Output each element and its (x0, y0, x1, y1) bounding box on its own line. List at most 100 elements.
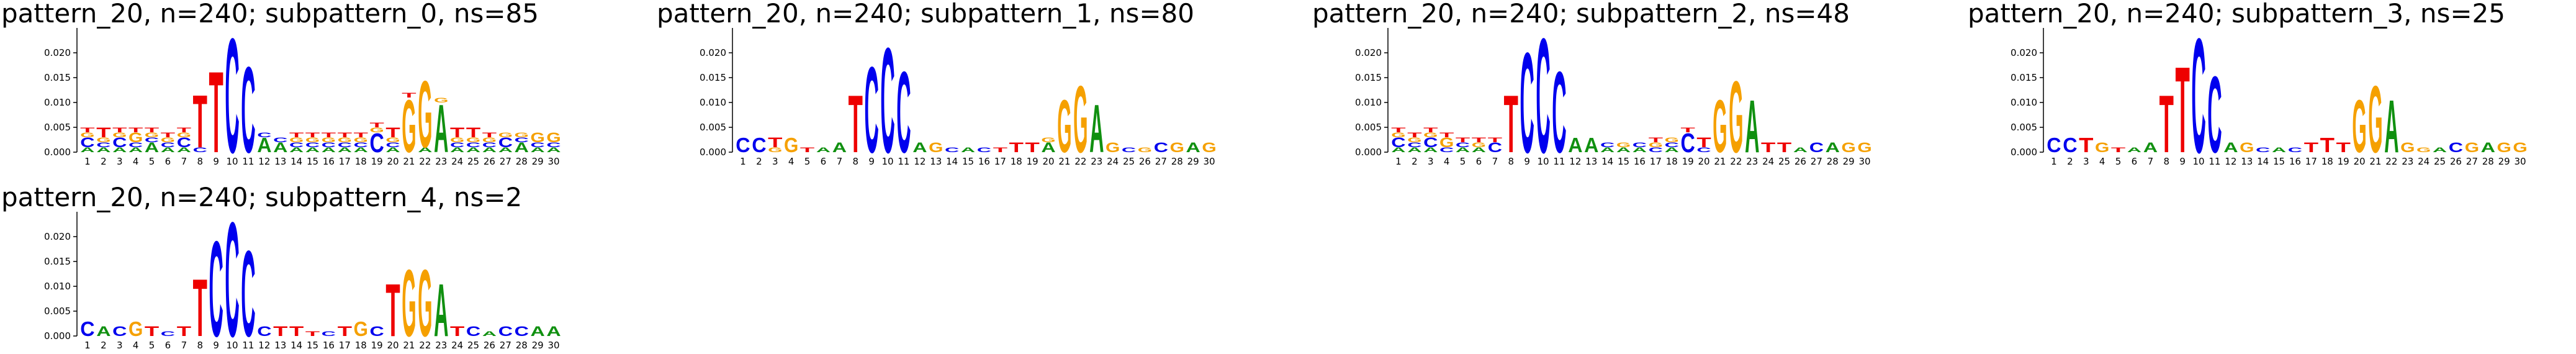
x-tick-label: 11 (242, 340, 254, 351)
logo-letter: C (80, 135, 94, 150)
x-tick-label: 21 (1058, 156, 1070, 167)
logo-letter: G (1439, 135, 1454, 150)
x-tick-label: 12 (1569, 156, 1581, 167)
x-tick-label: 21 (1714, 156, 1726, 167)
x-tick-label: 28 (2482, 156, 2494, 167)
logo-panel: pattern_20, n=240; subpattern_3, ns=25 0.… (1968, 0, 2528, 187)
logo-letter: A (1745, 84, 1759, 168)
logo-letter: A (482, 330, 497, 337)
logo-letter: T (2159, 79, 2174, 170)
x-tick-label: 2 (1412, 156, 1418, 167)
logo-letter: A (434, 91, 448, 167)
y-tick-label: 0.005 (2011, 122, 2037, 133)
logo-letter: T (1649, 136, 1664, 143)
logo-letter: C (2256, 146, 2270, 153)
x-tick-label: 11 (2209, 156, 2220, 167)
logo-letter: C (482, 141, 497, 148)
logo-letter: G (402, 84, 416, 168)
x-tick-label: 15 (307, 340, 318, 351)
logo-letter: G (2368, 65, 2382, 173)
x-tick-label: 28 (1827, 156, 1839, 167)
logo-letter: A (96, 324, 110, 339)
logo-letter: A (832, 140, 847, 155)
logo-letter: A (450, 146, 464, 153)
logo-letter: C (1391, 135, 1405, 150)
x-tick-label: 22 (1074, 156, 1086, 167)
x-tick-label: 4 (133, 340, 139, 351)
logo-letter: G (418, 60, 432, 168)
x-tick-label: 6 (165, 340, 171, 351)
logo-letter: C (736, 134, 750, 157)
logo-letter: G (385, 136, 400, 143)
y-tick-label: 0.010 (700, 97, 726, 108)
logo-letter: C (354, 141, 368, 148)
logo-letter: C (1633, 141, 1647, 148)
logo-letter: G (515, 131, 529, 138)
x-tick-label: 22 (419, 340, 431, 351)
logo-letter: T (1391, 126, 1406, 134)
logo-letter: G (322, 136, 336, 143)
y-tick-label: 0.015 (2011, 72, 2037, 83)
logo-letter: C (161, 330, 175, 337)
logo-letter: G (354, 136, 368, 143)
x-tick-label: 17 (2305, 156, 2317, 167)
logo-letter: T (338, 324, 352, 339)
y-tick-label: 0.005 (44, 122, 71, 133)
logo-letter: G (369, 126, 384, 134)
logo-letter: A (2143, 140, 2158, 155)
logo-letter: A (1584, 134, 1598, 157)
logo-letter: C (2207, 53, 2222, 175)
logo-letter: T (2304, 140, 2318, 155)
logo-letter: T (482, 131, 497, 138)
y-tick-label: 0.005 (44, 306, 71, 317)
logo-letter: G (1423, 131, 1438, 138)
x-tick-label: 24 (2418, 156, 2430, 167)
logo-letter: T (161, 131, 176, 138)
x-tick-label: 25 (467, 156, 479, 167)
x-tick-label: 28 (516, 340, 528, 351)
y-tick-label: 0.020 (700, 47, 726, 58)
logo-letter: G (161, 136, 175, 143)
y-tick-label: 0.010 (1355, 97, 1382, 108)
logo-letter: C (1407, 141, 1421, 148)
logo-letter: T (450, 324, 464, 339)
x-tick-label: 16 (1634, 156, 1646, 167)
logo-letter: A (1600, 146, 1615, 153)
x-tick-label: 25 (1123, 156, 1135, 167)
y-tick-label: 0.015 (44, 256, 71, 267)
logo-letter: G (1391, 131, 1405, 138)
x-tick-label: 7 (1492, 156, 1498, 167)
logo-letter: C (498, 135, 513, 150)
x-tick-label: 1 (740, 156, 746, 167)
logo-letter: C (1536, 4, 1550, 187)
logo-letter: T (1423, 126, 1438, 134)
logo-letter: T (1488, 136, 1503, 143)
x-tick-label: 11 (1553, 156, 1565, 167)
x-tick-label: 29 (532, 340, 544, 351)
logo-letter: G (2352, 84, 2366, 168)
x-tick-label: 15 (1618, 156, 1629, 167)
x-tick-label: 23 (2402, 156, 2413, 167)
logo-letter: G (1665, 136, 1679, 143)
x-tick-label: 18 (1666, 156, 1678, 167)
logo-letter: C (977, 146, 991, 153)
logo-letter: T (800, 146, 815, 153)
x-tick-label: 23 (1746, 156, 1758, 167)
logo-letter: G (784, 134, 798, 157)
x-tick-label: 28 (516, 156, 528, 167)
logo-letter: C (225, 4, 239, 187)
logo-letter: G (768, 146, 782, 153)
logo-panel: pattern_20, n=240; subpattern_4, ns=2 0.0… (1, 182, 561, 354)
logo-letter: G (466, 136, 480, 143)
x-tick-label: 8 (2163, 156, 2169, 167)
x-tick-label: 3 (117, 340, 123, 351)
x-tick-label: 27 (2466, 156, 2478, 167)
x-tick-label: 19 (2338, 156, 2349, 167)
logo-letter: A (2272, 146, 2286, 153)
logo-letter: C (450, 141, 464, 148)
logo-letter: C (241, 41, 255, 178)
chart-title: pattern_20, n=240; subpattern_0, ns=85 (1, 0, 539, 29)
logo-letter: C (515, 324, 529, 339)
logo-letter: T (305, 330, 320, 337)
x-tick-label: 10 (227, 156, 238, 167)
